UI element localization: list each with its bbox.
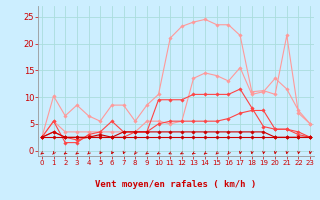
X-axis label: Vent moyen/en rafales ( km/h ): Vent moyen/en rafales ( km/h ) [95, 180, 257, 189]
